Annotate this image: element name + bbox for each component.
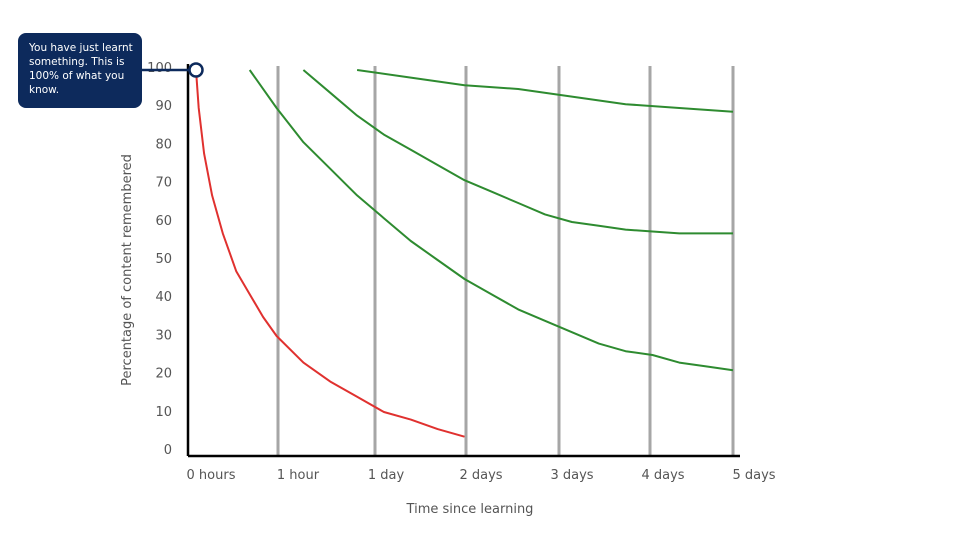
y-tick-label: 10: [155, 405, 172, 420]
review-curve-3: [356, 69, 734, 113]
x-tick-label: 5 days: [732, 468, 775, 483]
y-tick-label: 30: [155, 328, 172, 343]
vertical-gridlines: [276, 66, 735, 456]
x-tick-label: 0 hours: [187, 468, 236, 483]
x-tick-label: 1 day: [368, 468, 405, 483]
y-tick-label: 80: [155, 137, 172, 152]
x-tick-label: 3 days: [550, 468, 593, 483]
forgetting-curve: [195, 69, 465, 438]
y-tick-label: 0: [164, 443, 172, 458]
y-tick-label: 90: [155, 99, 172, 114]
y-tick-label: 70: [155, 176, 172, 191]
y-axis-title: Percentage of content remembered: [120, 154, 135, 386]
review-curve-2: [302, 69, 733, 235]
callout-box: You have just learnt something. This is …: [18, 33, 142, 108]
y-tick-label: 100: [147, 61, 172, 76]
start-point-marker: [188, 62, 204, 78]
curves: [195, 69, 734, 438]
x-axis-title: Time since learning: [406, 502, 534, 517]
x-tick-labels: 0 hours 1 hour 1 day 2 days 3 days 4 days 5 da…: [187, 468, 776, 483]
x-tick-label: 2 days: [459, 468, 502, 483]
x-tick-label: 1 hour: [277, 468, 320, 483]
y-tick-label: 60: [155, 214, 172, 229]
y-tick-label: 50: [155, 252, 172, 267]
y-tick-labels: 0 10 20 30 40 50 60 70 80 90 100: [147, 61, 172, 458]
callout-text: You have just learnt something. This is …: [29, 42, 133, 96]
x-tick-label: 4 days: [641, 468, 684, 483]
y-tick-label: 20: [155, 367, 172, 382]
review-curve-1: [248, 69, 734, 372]
y-tick-label: 40: [155, 290, 172, 305]
